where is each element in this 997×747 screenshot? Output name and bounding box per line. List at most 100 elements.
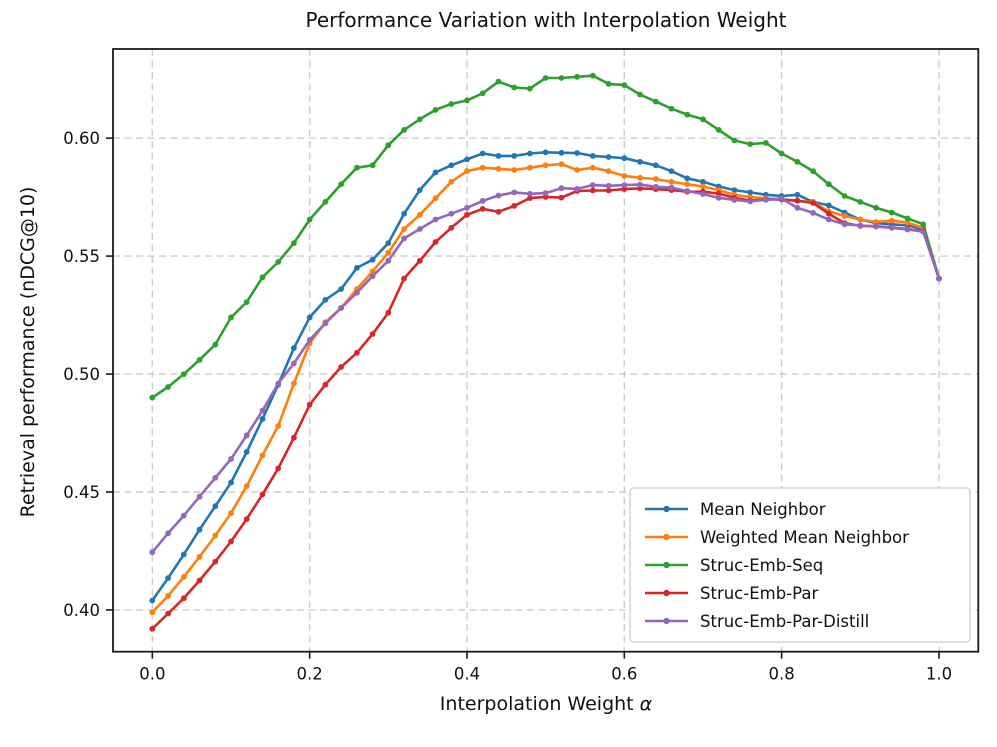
data-point-marker [668, 105, 675, 112]
data-point-marker [448, 162, 455, 169]
data-point-marker [165, 592, 172, 599]
data-point-marker [558, 194, 565, 201]
data-point-marker [652, 98, 659, 105]
data-point-marker [621, 173, 628, 179]
x-axis-label: Interpolation Weight α [113, 693, 979, 715]
data-point-marker [700, 183, 706, 190]
data-point-marker [542, 190, 549, 197]
legend-marker [663, 505, 670, 513]
data-point-marker [322, 296, 329, 303]
data-point-marker [511, 167, 518, 173]
y-tick-label: 0.40 [63, 601, 100, 620]
data-point-marker [778, 150, 785, 157]
data-point-marker [668, 178, 675, 185]
data-point-marker [259, 416, 266, 422]
data-point-marker [432, 239, 439, 245]
data-point-marker [495, 208, 502, 215]
data-point-marker [180, 512, 187, 519]
data-point-marker [369, 268, 376, 275]
data-point-marker [558, 185, 565, 192]
data-point-marker [212, 558, 219, 565]
data-point-marker [416, 211, 423, 218]
data-point-marker [401, 126, 407, 133]
data-point-marker [574, 150, 580, 156]
data-point-marker [511, 84, 518, 91]
data-point-marker [605, 154, 612, 160]
data-point-marker [416, 257, 423, 264]
data-point-marker [857, 199, 864, 205]
data-point-marker [888, 217, 895, 224]
data-point-marker [574, 167, 580, 173]
data-point-marker [841, 193, 848, 199]
data-point-marker [338, 181, 344, 188]
data-point-marker [306, 401, 313, 408]
legend-item-struc-emb-par-distill: Struc-Emb-Par-Distill [645, 612, 869, 631]
data-point-marker [275, 465, 282, 472]
data-point-marker [448, 101, 455, 107]
legend-label: Struc-Emb-Seq [700, 556, 823, 575]
data-point-marker [416, 187, 423, 194]
tick-labels: 0.0 0.2 0.4 0.6 0.8 1.0 0.40 0.45 0.50 0.55 0.60 [63, 129, 952, 684]
data-point-marker [243, 449, 250, 455]
data-point-marker [243, 516, 250, 522]
data-point-marker [621, 182, 628, 189]
data-point-marker [243, 432, 250, 439]
axis-ticks [106, 137, 940, 659]
data-point-marker [936, 275, 942, 282]
x-tick-label: 1.0 [926, 665, 952, 684]
data-point-marker [354, 164, 360, 171]
data-point-marker [715, 190, 722, 197]
data-point-marker [385, 249, 392, 256]
data-point-marker [354, 349, 360, 356]
data-point-marker [527, 190, 533, 197]
data-point-marker [432, 169, 439, 176]
data-point-marker [369, 162, 376, 169]
data-point-marker [149, 625, 156, 632]
data-point-marker [338, 364, 344, 370]
legend-marker [663, 617, 670, 625]
x-tick-label: 0.8 [769, 665, 795, 684]
data-point-marker [149, 394, 156, 401]
data-point-marker [542, 149, 549, 156]
data-point-marker [715, 194, 722, 201]
data-point-marker [794, 191, 801, 198]
data-point-marker [684, 175, 691, 182]
data-point-marker [527, 195, 533, 202]
data-point-marker [731, 187, 738, 194]
legend-box [629, 487, 971, 643]
data-point-marker [495, 78, 502, 85]
data-point-marker [306, 337, 313, 343]
data-point-marker [196, 357, 203, 363]
data-point-marker [888, 209, 895, 216]
data-point-marker [432, 216, 439, 223]
legend-label: Weighted Mean Neighbor [700, 528, 909, 547]
data-point-marker [228, 538, 234, 545]
data-point-marker [731, 137, 738, 144]
data-point-marker [448, 224, 455, 231]
data-point-marker [401, 275, 407, 282]
data-point-marker [196, 577, 203, 584]
data-point-marker [700, 116, 706, 123]
data-point-marker [259, 274, 266, 281]
data-point-marker [401, 235, 407, 242]
data-point-marker [354, 289, 360, 296]
data-point-marker [652, 183, 659, 190]
data-point-marker [291, 240, 297, 247]
data-point-marker [511, 189, 518, 196]
data-point-marker [542, 75, 549, 81]
data-point-marker [700, 191, 706, 198]
y-tick-label: 0.55 [63, 247, 100, 266]
data-point-marker [385, 142, 392, 149]
data-point-marker [888, 224, 895, 231]
data-point-marker [165, 610, 172, 617]
data-point-marker [479, 198, 486, 204]
data-point-marker [778, 195, 785, 202]
data-point-marker [637, 174, 643, 181]
legend-label: Struc-Emb-Par-Distill [700, 612, 869, 631]
data-point-marker [196, 554, 203, 560]
data-point-marker [212, 503, 219, 510]
data-point-marker [165, 575, 172, 581]
data-point-marker [558, 75, 565, 81]
data-point-marker [479, 150, 486, 157]
